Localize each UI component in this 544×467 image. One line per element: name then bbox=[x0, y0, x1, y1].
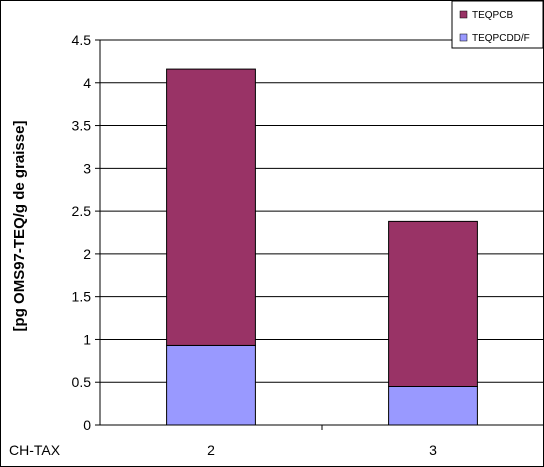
bar-segment-teqpcb-3 bbox=[388, 220, 478, 387]
bar-segment-teqpcdd-f-3 bbox=[388, 386, 478, 426]
y-tick-label: 0.5 bbox=[72, 374, 92, 390]
bar-segment-teqpcb-2 bbox=[166, 68, 256, 346]
y-tick-label: 1.5 bbox=[72, 289, 92, 305]
legend-swatch-teqpcb bbox=[459, 10, 468, 19]
y-tick-label: 2 bbox=[83, 246, 91, 262]
y-tick-label: 2.5 bbox=[72, 203, 92, 219]
legend-swatch-teqpcdd-f bbox=[459, 33, 468, 42]
y-tick-label: 4.5 bbox=[72, 32, 92, 48]
y-axis-title: [pg OMS97-TEQ/g de graisse] bbox=[11, 121, 28, 332]
y-tick-label: 3 bbox=[83, 160, 91, 176]
y-tick-label: 0 bbox=[83, 417, 91, 433]
legend: TEQPCB TEQPCDD/F bbox=[451, 0, 544, 49]
legend-label-teqpcdd-f: TEQPCDD/F bbox=[472, 33, 530, 44]
x-tick-label: 2 bbox=[207, 442, 215, 458]
bar-segment-teqpcdd-f-2 bbox=[166, 344, 256, 426]
bars bbox=[166, 68, 478, 426]
legend-label-teqpcb: TEQPCB bbox=[472, 10, 513, 21]
y-tick-labels: 0 0.5 1 1.5 2 2.5 3 3.5 4 4.5 bbox=[72, 32, 92, 433]
category-axis-label: CH-TAX bbox=[9, 442, 61, 458]
y-tick-label: 3.5 bbox=[72, 118, 92, 134]
y-tick-label: 4 bbox=[83, 75, 91, 91]
x-tick-label: 3 bbox=[429, 442, 437, 458]
y-tick-label: 1 bbox=[83, 331, 91, 347]
